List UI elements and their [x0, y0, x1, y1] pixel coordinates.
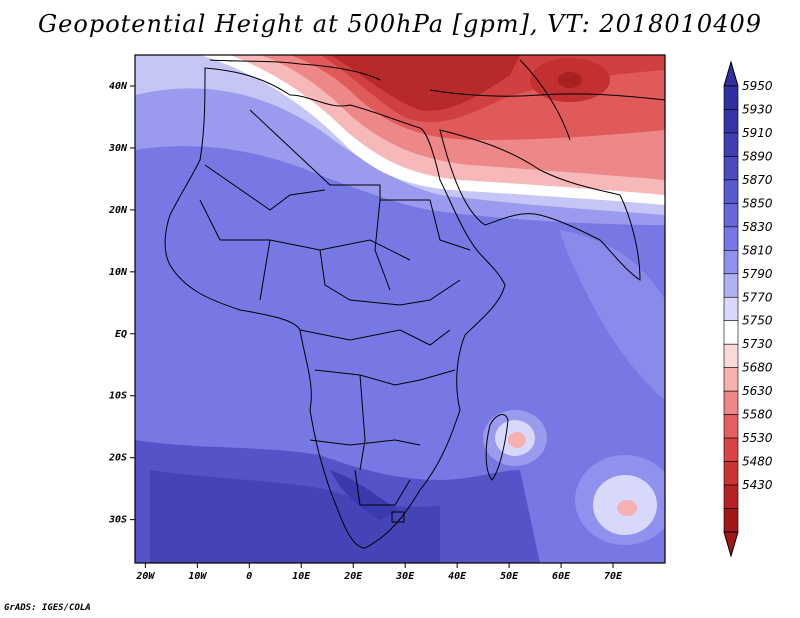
colorbar-swatch	[723, 85, 739, 110]
colorbar-level-label: 5580	[742, 408, 773, 422]
lat-tick-label: 20N	[108, 205, 128, 216]
colorbar-level-label: 5680	[742, 361, 773, 375]
latitude-axis: 40N 30N 20N 10N EQ 10S 20S 30S	[108, 81, 135, 526]
colorbar-level-label: 5750	[742, 314, 773, 328]
colorbar-level-label: 5480	[742, 455, 773, 469]
colorbar-level-label: 5890	[742, 149, 773, 163]
colorbar-level-label: 5810	[742, 243, 773, 257]
colorbar-level-label: 5950	[742, 79, 773, 93]
arabia-india-coast	[439, 129, 641, 281]
colorbar-level-label: 5870	[742, 173, 773, 187]
colorbar-swatch	[723, 109, 739, 134]
border-4	[319, 249, 461, 306]
lon-tick-label: 20E	[343, 571, 363, 582]
field-band-5890	[150, 470, 440, 563]
border-2	[204, 164, 326, 211]
madagascar-coast	[485, 414, 509, 481]
mediterranean-coast	[209, 59, 381, 81]
colorbar-swatch	[723, 414, 739, 439]
border-7	[309, 439, 421, 446]
colorbar-swatch	[723, 437, 739, 462]
credit-label: GrADS: IGES/COLA	[4, 603, 91, 613]
colorbar-swatch	[723, 343, 739, 368]
colorbar-level-label: 5930	[742, 102, 773, 116]
lon-tick-label: 60E	[552, 571, 571, 582]
colorbar-level-label: 5770	[742, 290, 773, 304]
colorbar-level-label: 5430	[742, 478, 773, 492]
colorbar-swatch	[723, 320, 739, 345]
lesotho-border	[391, 511, 405, 523]
longitude-axis: 20W 10W 0 10E 20E 30E 40E 50E 60E 70E	[135, 563, 623, 582]
colorbar-level-label: 5850	[742, 196, 773, 210]
lat-tick-label: 20S	[108, 453, 127, 464]
lat-tick-label: 40N	[109, 81, 128, 92]
colorbar: 5950 5930 5910 5890 5870 5850 5830 5810 5790 5770…	[723, 60, 773, 558]
border-5	[299, 329, 451, 346]
colorbar-swatch	[723, 273, 739, 298]
border-11	[259, 239, 271, 301]
colorbar-swatch	[723, 203, 739, 228]
colorbar-swatch	[723, 132, 739, 157]
lat-tick-label: 30S	[108, 515, 127, 526]
lat-tick-label: EQ	[115, 329, 127, 340]
lat-tick-label: 30N	[108, 143, 128, 154]
colorbar-swatch	[723, 156, 739, 181]
colorbar-swatch	[723, 484, 739, 509]
colorbar-level-label: 5910	[742, 126, 773, 140]
border-12	[359, 374, 366, 471]
colorbar-swatch	[723, 390, 739, 415]
colorbar-swatch	[723, 226, 739, 251]
asia-border-2	[519, 59, 571, 141]
lat-tick-label: 10N	[109, 267, 128, 278]
border-3	[199, 199, 411, 261]
africa-coast	[164, 67, 506, 549]
border-9	[374, 199, 391, 291]
border-1	[249, 109, 430, 201]
colorbar-swatch	[723, 179, 739, 204]
colorbar-level-label: 5730	[742, 337, 773, 351]
colorbar-level-label: 5830	[742, 220, 773, 234]
colorbar-level-label: 5530	[742, 431, 773, 445]
colorbar-bottom-arrow	[723, 531, 739, 558]
border-10	[429, 199, 471, 251]
border-6	[314, 369, 456, 386]
colorbar-swatch	[723, 461, 739, 486]
lon-tick-label: 10W	[188, 571, 207, 582]
lon-tick-label: 30E	[395, 571, 415, 582]
colorbar-swatch	[723, 250, 739, 275]
colorbar-top-arrow	[723, 60, 739, 87]
coastlines	[164, 59, 665, 549]
plot-frame	[134, 54, 666, 564]
map-field	[135, 55, 665, 563]
colorbar-level-label: 5790	[742, 267, 773, 281]
border-8	[354, 469, 411, 506]
lon-tick-label: 20W	[135, 571, 155, 582]
lon-tick-label: 50E	[500, 571, 519, 582]
map-title: Geopotential Height at 500hPa [gpm], VT:…	[38, 10, 762, 38]
colorbar-swatch	[723, 508, 739, 533]
lat-tick-label: 10S	[109, 391, 127, 402]
lon-tick-label: 40E	[448, 571, 467, 582]
asia-border-1	[429, 89, 665, 101]
lon-tick-label: 10E	[292, 571, 311, 582]
field-band-5530	[330, 55, 520, 111]
colorbar-level-label: 5630	[742, 384, 773, 398]
colorbar-swatch	[723, 367, 739, 392]
lon-tick-label: 70E	[604, 571, 623, 582]
lon-tick-label: 0	[246, 571, 252, 582]
colorbar-swatch	[723, 296, 739, 322]
